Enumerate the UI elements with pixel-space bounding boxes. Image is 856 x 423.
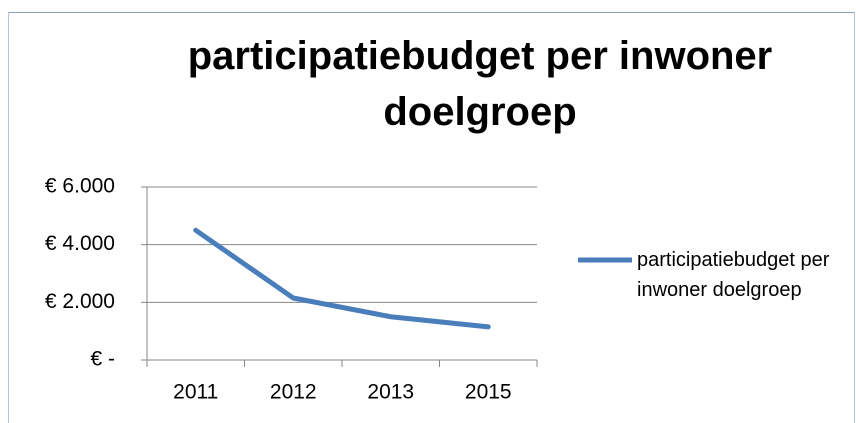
x-tick-label: 2013 bbox=[367, 381, 414, 404]
y-tick-label: € 2.000 bbox=[45, 290, 115, 313]
x-tick-label: 2012 bbox=[270, 381, 317, 404]
series-line bbox=[193, 227, 491, 330]
x-tick-label: 2015 bbox=[465, 381, 512, 404]
y-tick-label: € 4.000 bbox=[45, 232, 115, 255]
chart-title: participatiebudget per inwoner doelgroep bbox=[187, 34, 773, 134]
legend-label: participatiebudget per inwoner doelgroep bbox=[637, 249, 830, 301]
y-tick-label: € 6.000 bbox=[45, 175, 115, 198]
x-tick-label: 2011 bbox=[173, 381, 218, 404]
y-tick-label: € - bbox=[90, 348, 115, 371]
chart-border bbox=[8, 12, 855, 423]
